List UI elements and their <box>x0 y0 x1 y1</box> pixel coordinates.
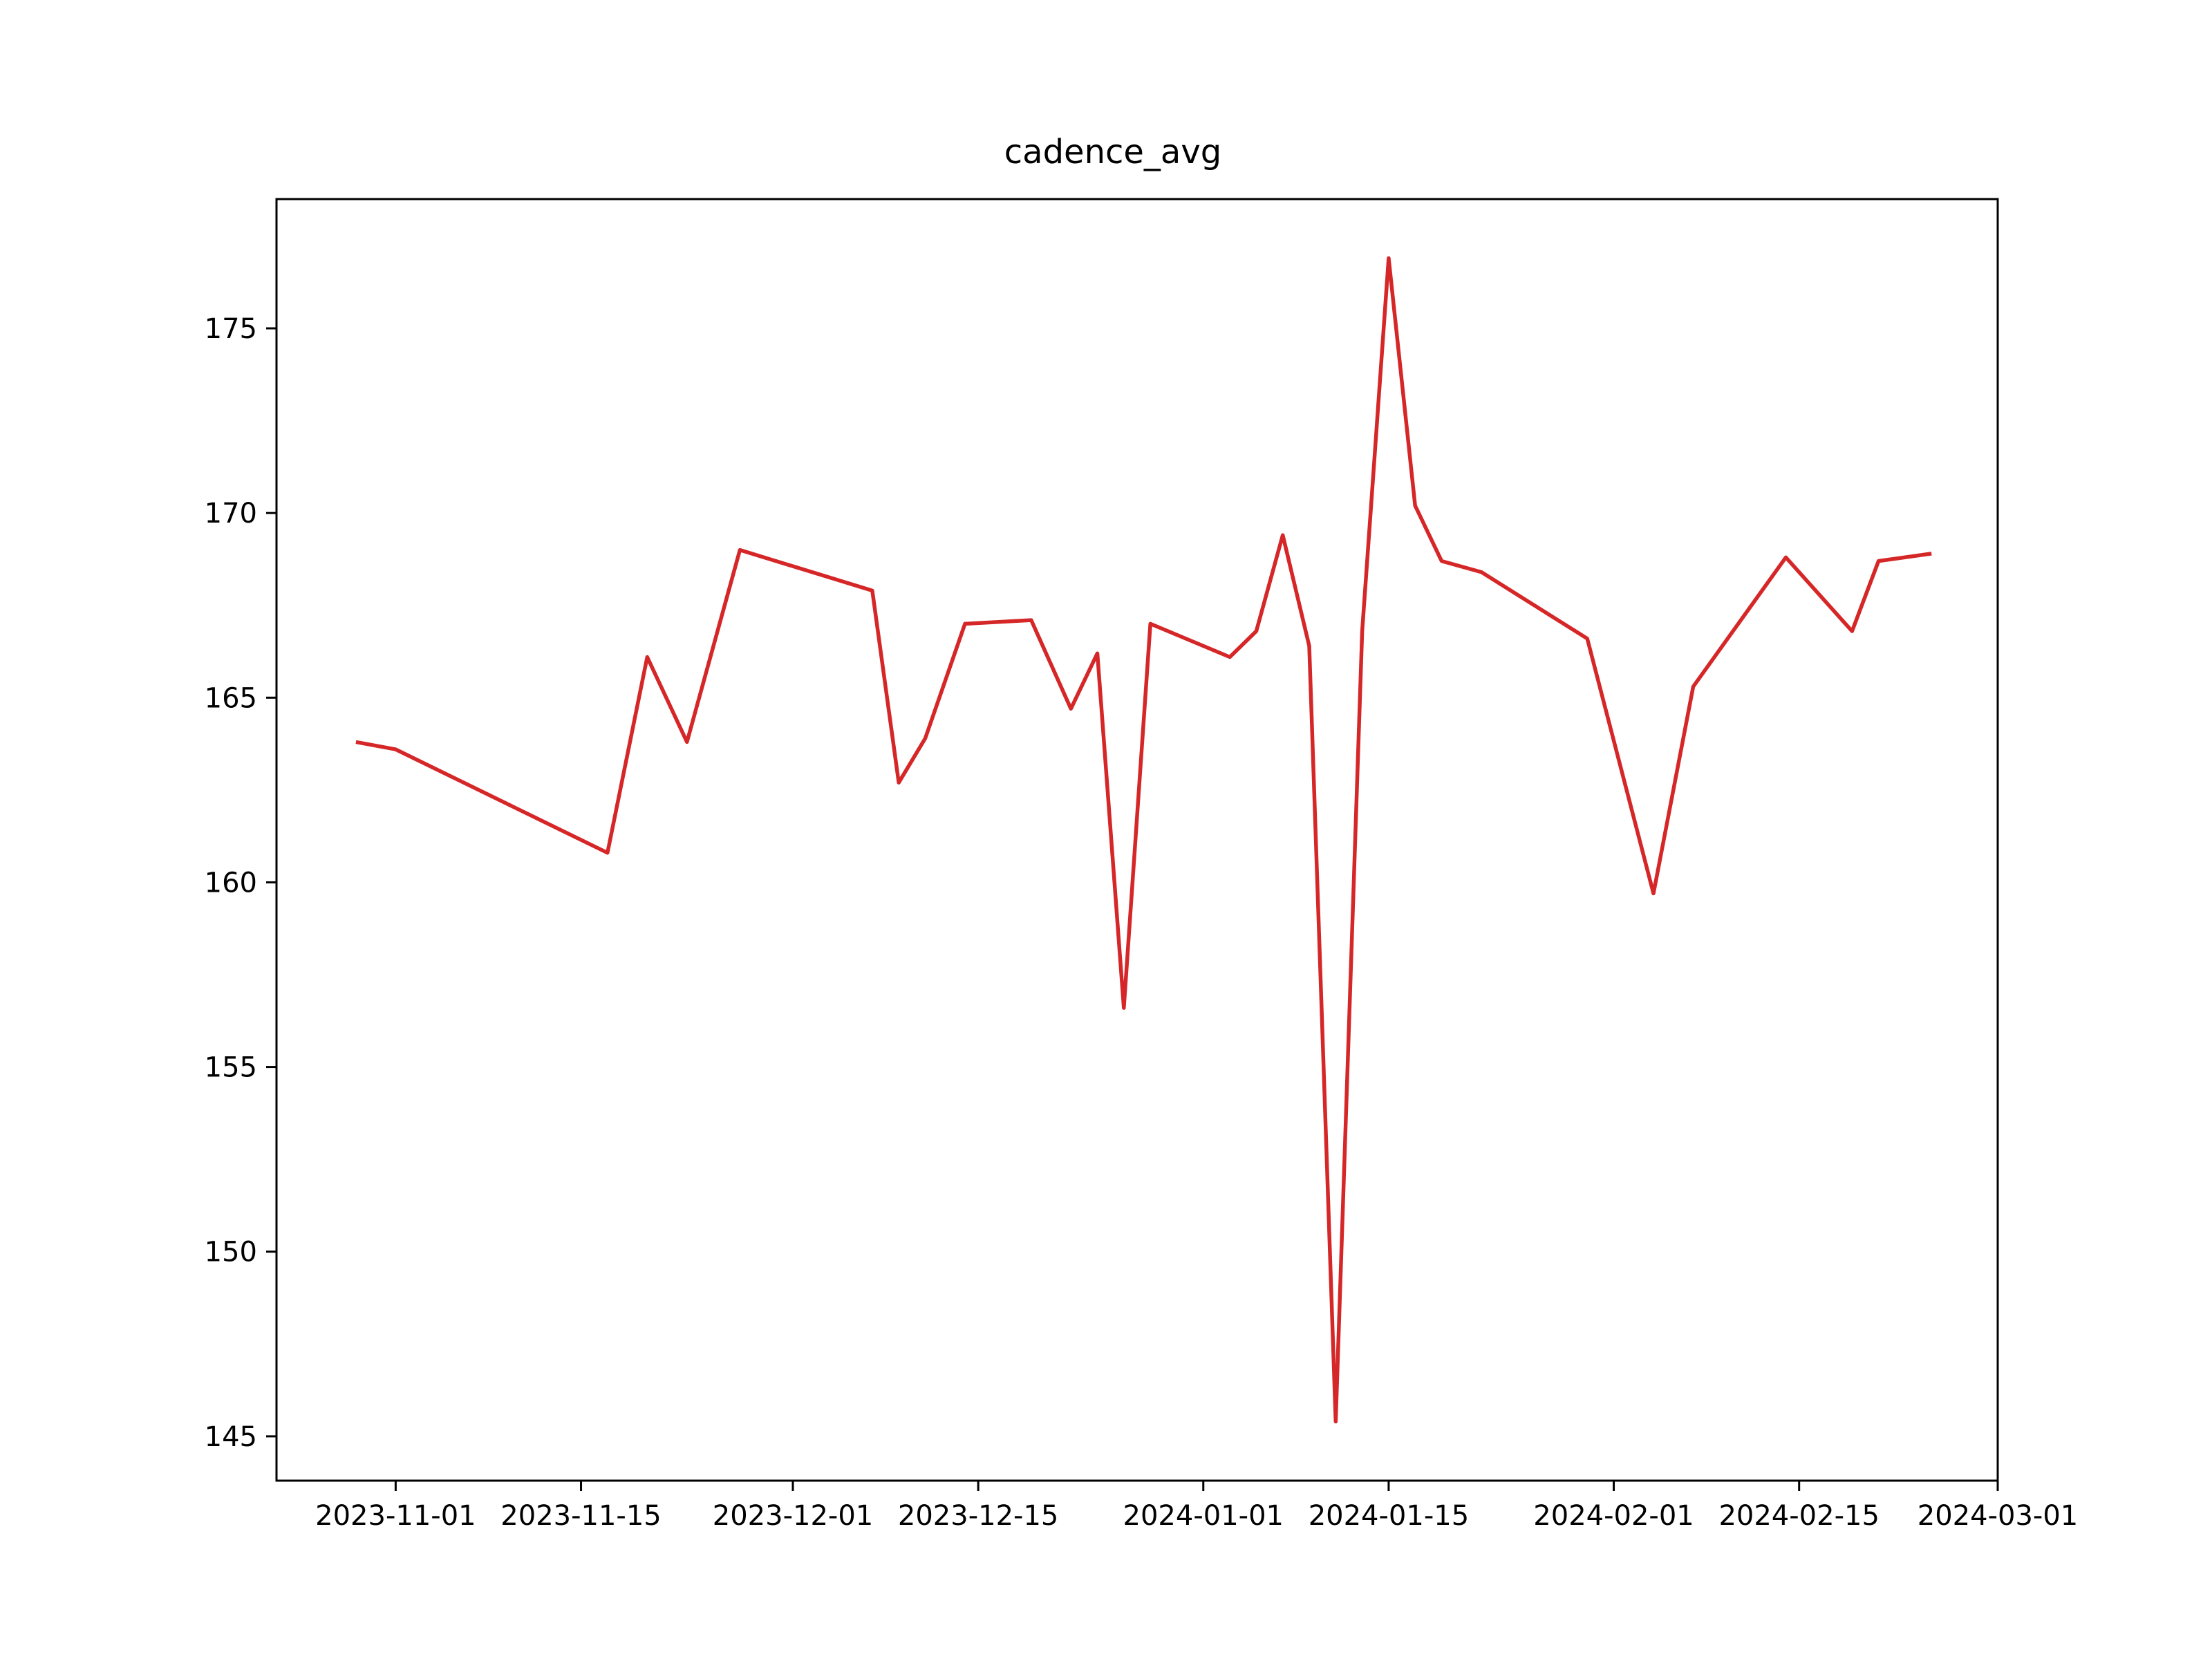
x-tick-label: 2023-12-01 <box>713 1500 873 1532</box>
x-tick-label: 2023-12-15 <box>898 1500 1058 1532</box>
y-tick-label: 150 <box>205 1237 257 1268</box>
x-tick-label: 2024-02-01 <box>1533 1500 1694 1532</box>
y-axis: 145 150 155 160 165 170 175 <box>205 313 276 1453</box>
axes-frame <box>275 198 1999 1482</box>
plot-area <box>355 256 1932 1424</box>
y-tick-label: 145 <box>205 1421 257 1453</box>
y-tick-label: 175 <box>205 313 257 345</box>
x-tick-label: 2023-11-15 <box>500 1500 661 1532</box>
x-tick-label: 2024-02-15 <box>1718 1500 1879 1532</box>
y-tick-label: 170 <box>205 498 257 529</box>
x-tick-label: 2024-01-01 <box>1123 1500 1284 1532</box>
chart-title: cadence_avg <box>1004 133 1221 171</box>
series-line <box>355 256 1932 1424</box>
x-tick-label: 2023-11-01 <box>315 1500 476 1532</box>
y-tick-label: 165 <box>205 682 257 714</box>
x-tick-label: 2024-01-15 <box>1309 1500 1469 1532</box>
y-tick-label: 160 <box>205 867 257 899</box>
x-axis: 2023-11-01 2023-11-15 2023-12-01 2023-12-15… <box>315 1481 2078 1532</box>
x-tick-label: 2024-03-01 <box>1918 1500 2078 1532</box>
y-tick-label: 155 <box>205 1052 257 1084</box>
